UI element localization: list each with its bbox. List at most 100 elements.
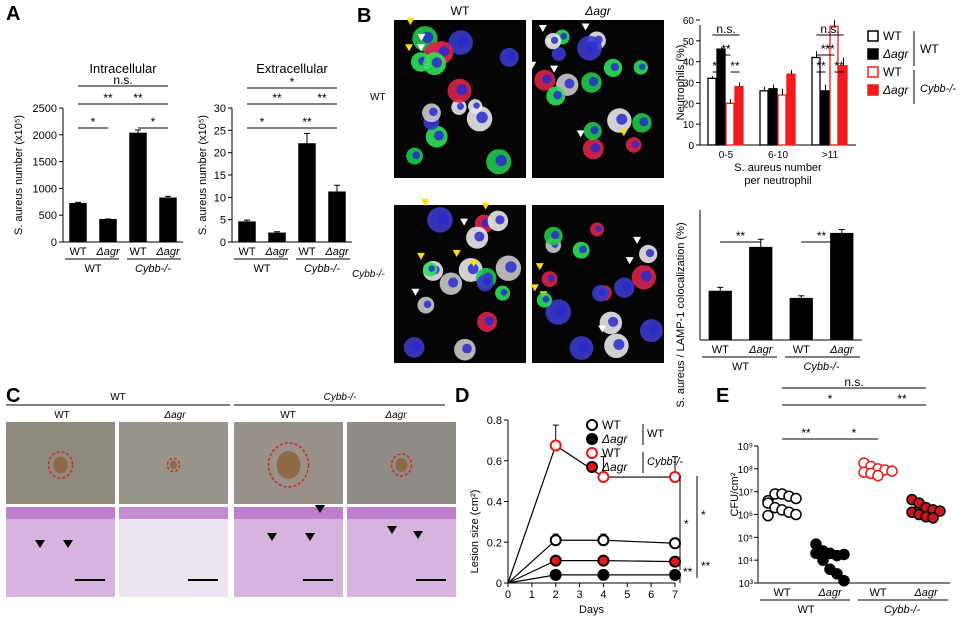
lesion: [395, 458, 408, 472]
y-axis-label: CFU/cm²: [729, 472, 741, 516]
x-tick-label: WT: [238, 246, 255, 258]
significance-label: **: [302, 115, 312, 129]
cell-nucleus: [462, 343, 472, 354]
significance-label: n.s.: [113, 73, 132, 87]
panel-c-images: WT Cybb-/- WT Δagr WT Δagr: [6, 392, 456, 597]
y-tick-label: 2500: [33, 103, 57, 115]
bar: [129, 132, 147, 243]
arrowhead: [267, 533, 277, 541]
significance-label: *: [151, 115, 156, 129]
significance-label: n.s.: [716, 22, 735, 36]
data-point: [597, 554, 610, 567]
micrographs-b: WT Δagr WT Cybb-/-: [352, 4, 664, 363]
x-tick-label: Δagr: [829, 344, 855, 356]
significance-label: **: [730, 59, 740, 73]
arrowhead: [315, 505, 325, 513]
chart-neutrophils: Neutrophils (%) 0 10 20 30 40 50 60 0-5 6-10 >11S.…: [675, 16, 956, 187]
x-tick-label: 0: [505, 589, 511, 601]
data-point: [872, 469, 884, 482]
group-label: WT: [797, 604, 814, 616]
significance-label: **: [821, 42, 831, 56]
cell-nucleus: [433, 130, 444, 141]
cell-nucleus: [431, 57, 442, 68]
histology-image: [6, 507, 115, 597]
significance-label: *: [290, 75, 295, 89]
cell-nucleus: [448, 277, 459, 288]
arrowhead: [481, 202, 490, 210]
y-tick-label: 40: [683, 58, 695, 69]
b-col-dagr: Δagr: [584, 4, 611, 18]
lesion-outline: [47, 451, 74, 479]
significance-label: *: [701, 508, 706, 522]
cell-nucleus: [456, 84, 468, 96]
x-tick-label: Δagr: [748, 344, 774, 356]
significance-label: **: [133, 91, 143, 105]
legend-swatch: [867, 66, 879, 78]
arrowhead: [528, 61, 537, 69]
lesion: [169, 460, 178, 470]
cell-nucleus: [500, 289, 508, 296]
significance-label: *: [684, 517, 689, 531]
data-point: [669, 537, 681, 550]
bar: [238, 221, 256, 243]
y-tick-label: 30: [683, 79, 695, 90]
data-point: [927, 512, 939, 524]
arrowhead: [625, 257, 634, 265]
data-point: [669, 471, 681, 484]
significance-label: *: [828, 392, 833, 406]
bar: [708, 290, 732, 341]
data-point: [790, 508, 802, 521]
y-tick-label: 50: [683, 37, 695, 48]
y-tick-label: 10⁹: [738, 442, 753, 453]
arrowhead: [550, 65, 559, 73]
x-tick-label: 4: [600, 589, 606, 601]
cell-nucleus: [590, 126, 599, 135]
bar: [707, 77, 717, 146]
arrowhead: [452, 250, 461, 258]
panel-letter-a: A: [6, 3, 20, 25]
significance-label: **: [834, 59, 844, 73]
cell-nucleus: [578, 341, 590, 353]
legend-group: Cybb-/-: [920, 83, 956, 95]
cell-nucleus: [411, 341, 421, 351]
cell-nucleus: [579, 245, 587, 254]
legend-marker: [586, 433, 598, 445]
legend-label: Δagr: [601, 432, 628, 446]
y-tick-label: 1500: [33, 157, 57, 169]
legend-label: WT: [883, 29, 902, 43]
arrowhead: [406, 18, 415, 26]
epidermis: [6, 507, 115, 519]
x-tick-label: 7: [672, 589, 678, 601]
arrowhead: [581, 23, 590, 31]
y-tick-label: 20: [683, 99, 695, 110]
x-axis-label: per neutrophil: [744, 175, 811, 187]
bar: [838, 65, 848, 146]
legend-group: Cybb-/-: [647, 456, 683, 468]
epidermis: [234, 507, 343, 519]
cell-nucleus: [639, 63, 646, 70]
cell-nucleus: [631, 140, 639, 148]
y-tick-label: 10⁴: [738, 556, 753, 567]
c-sub-2: Δagr: [163, 410, 186, 421]
y-tick-label: 0.2: [487, 537, 502, 549]
y-tick-label: 10⁷: [738, 488, 753, 499]
legend-swatch: [867, 48, 879, 60]
data-point: [597, 568, 610, 581]
bar: [768, 88, 778, 146]
lesion: [276, 451, 301, 479]
y-tick-label: 0.4: [487, 497, 502, 509]
x-tick-label: Δagr: [324, 246, 350, 258]
x-tick-label: WT: [793, 344, 810, 356]
bar: [328, 191, 346, 243]
y-axis-label: Lesion size (cm²): [469, 490, 481, 574]
data-point: [549, 568, 562, 581]
x-tick-label: Δagr: [913, 587, 939, 599]
cell-nucleus: [474, 231, 485, 242]
significance-label: *: [260, 115, 265, 129]
cell-nucleus: [467, 263, 479, 275]
legend-marker: [586, 461, 598, 473]
significance-label: **: [897, 392, 907, 406]
cell-nucleus: [423, 300, 432, 309]
cell-nucleus: [484, 316, 494, 326]
